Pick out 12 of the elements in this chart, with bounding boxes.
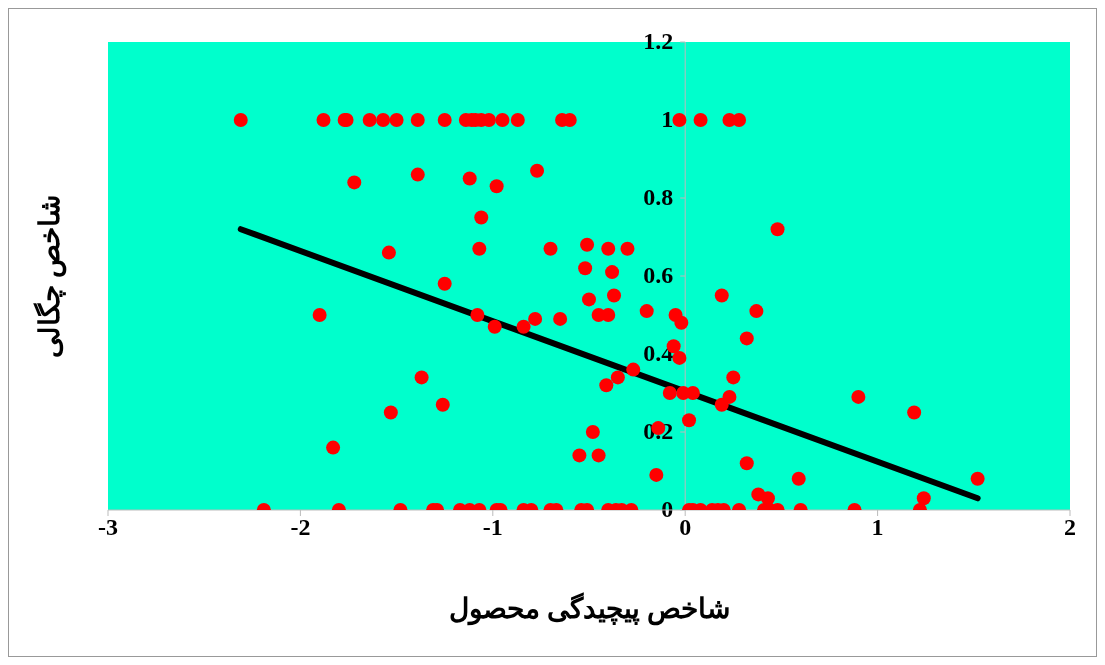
x-tick-label: 0 <box>679 514 692 541</box>
y-tick-label: 1 <box>661 106 674 132</box>
x-axis-title: شاخص پیچیدگی محصول <box>448 592 730 626</box>
x-tick-label: 1 <box>871 514 884 541</box>
x-tick-label: -2 <box>290 514 311 541</box>
x-tick-label: -3 <box>98 514 118 541</box>
y-axis-title: شاخص چگالی <box>32 194 66 358</box>
y-tick-label: 0.8 <box>643 184 674 210</box>
x-tick-label: 2 <box>1064 514 1076 541</box>
y-tick-label: 0.6 <box>643 262 674 288</box>
x-tick-label: -1 <box>482 514 503 541</box>
y-tick-label: 1.2 <box>643 28 674 54</box>
